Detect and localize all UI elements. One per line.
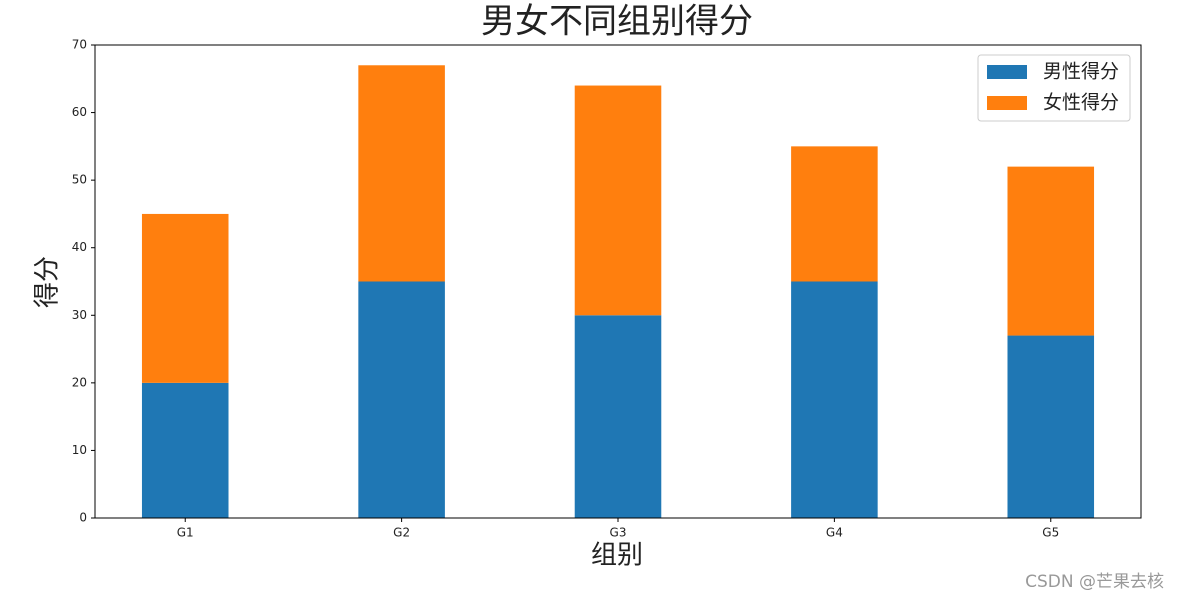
bar-segment [141,213,229,383]
legend-swatch [987,96,1027,110]
x-tick-label: G1 [177,526,194,540]
x-tick-label: G2 [393,526,410,540]
legend-label: 女性得分 [1043,92,1119,114]
x-tick-label: G3 [610,526,627,540]
y-axis-label: 得分 [33,256,63,308]
legend-swatch [987,65,1027,79]
y-tick-label: 40 [72,240,87,254]
y-tick-label: 0 [79,511,87,525]
y-tick-label: 50 [72,173,87,187]
y-tick-label: 20 [72,375,87,389]
bar-segment [574,315,662,518]
y-tick-label: 10 [72,443,87,457]
bar-segment [141,382,229,518]
bar-segment [574,85,662,316]
y-tick-label: 60 [72,105,87,119]
bar-segment [358,65,445,282]
chart-title: 男女不同组别得分 [481,2,753,42]
x-tick-label: G5 [1042,526,1059,540]
legend-label: 男性得分 [1043,61,1119,83]
bar-segment [1007,166,1095,336]
bar-segment [791,281,878,518]
watermark: CSDN @芒果去核 [1025,572,1164,592]
y-tick-label: 30 [72,308,87,322]
plot-frame [94,44,1142,519]
x-tick-label: G4 [826,526,843,540]
x-axis-label: 组别 [591,541,643,571]
y-tick-label: 70 [72,38,87,52]
bar-segment [1007,335,1095,518]
bar-segment [358,281,445,518]
bar-segment [791,146,878,282]
